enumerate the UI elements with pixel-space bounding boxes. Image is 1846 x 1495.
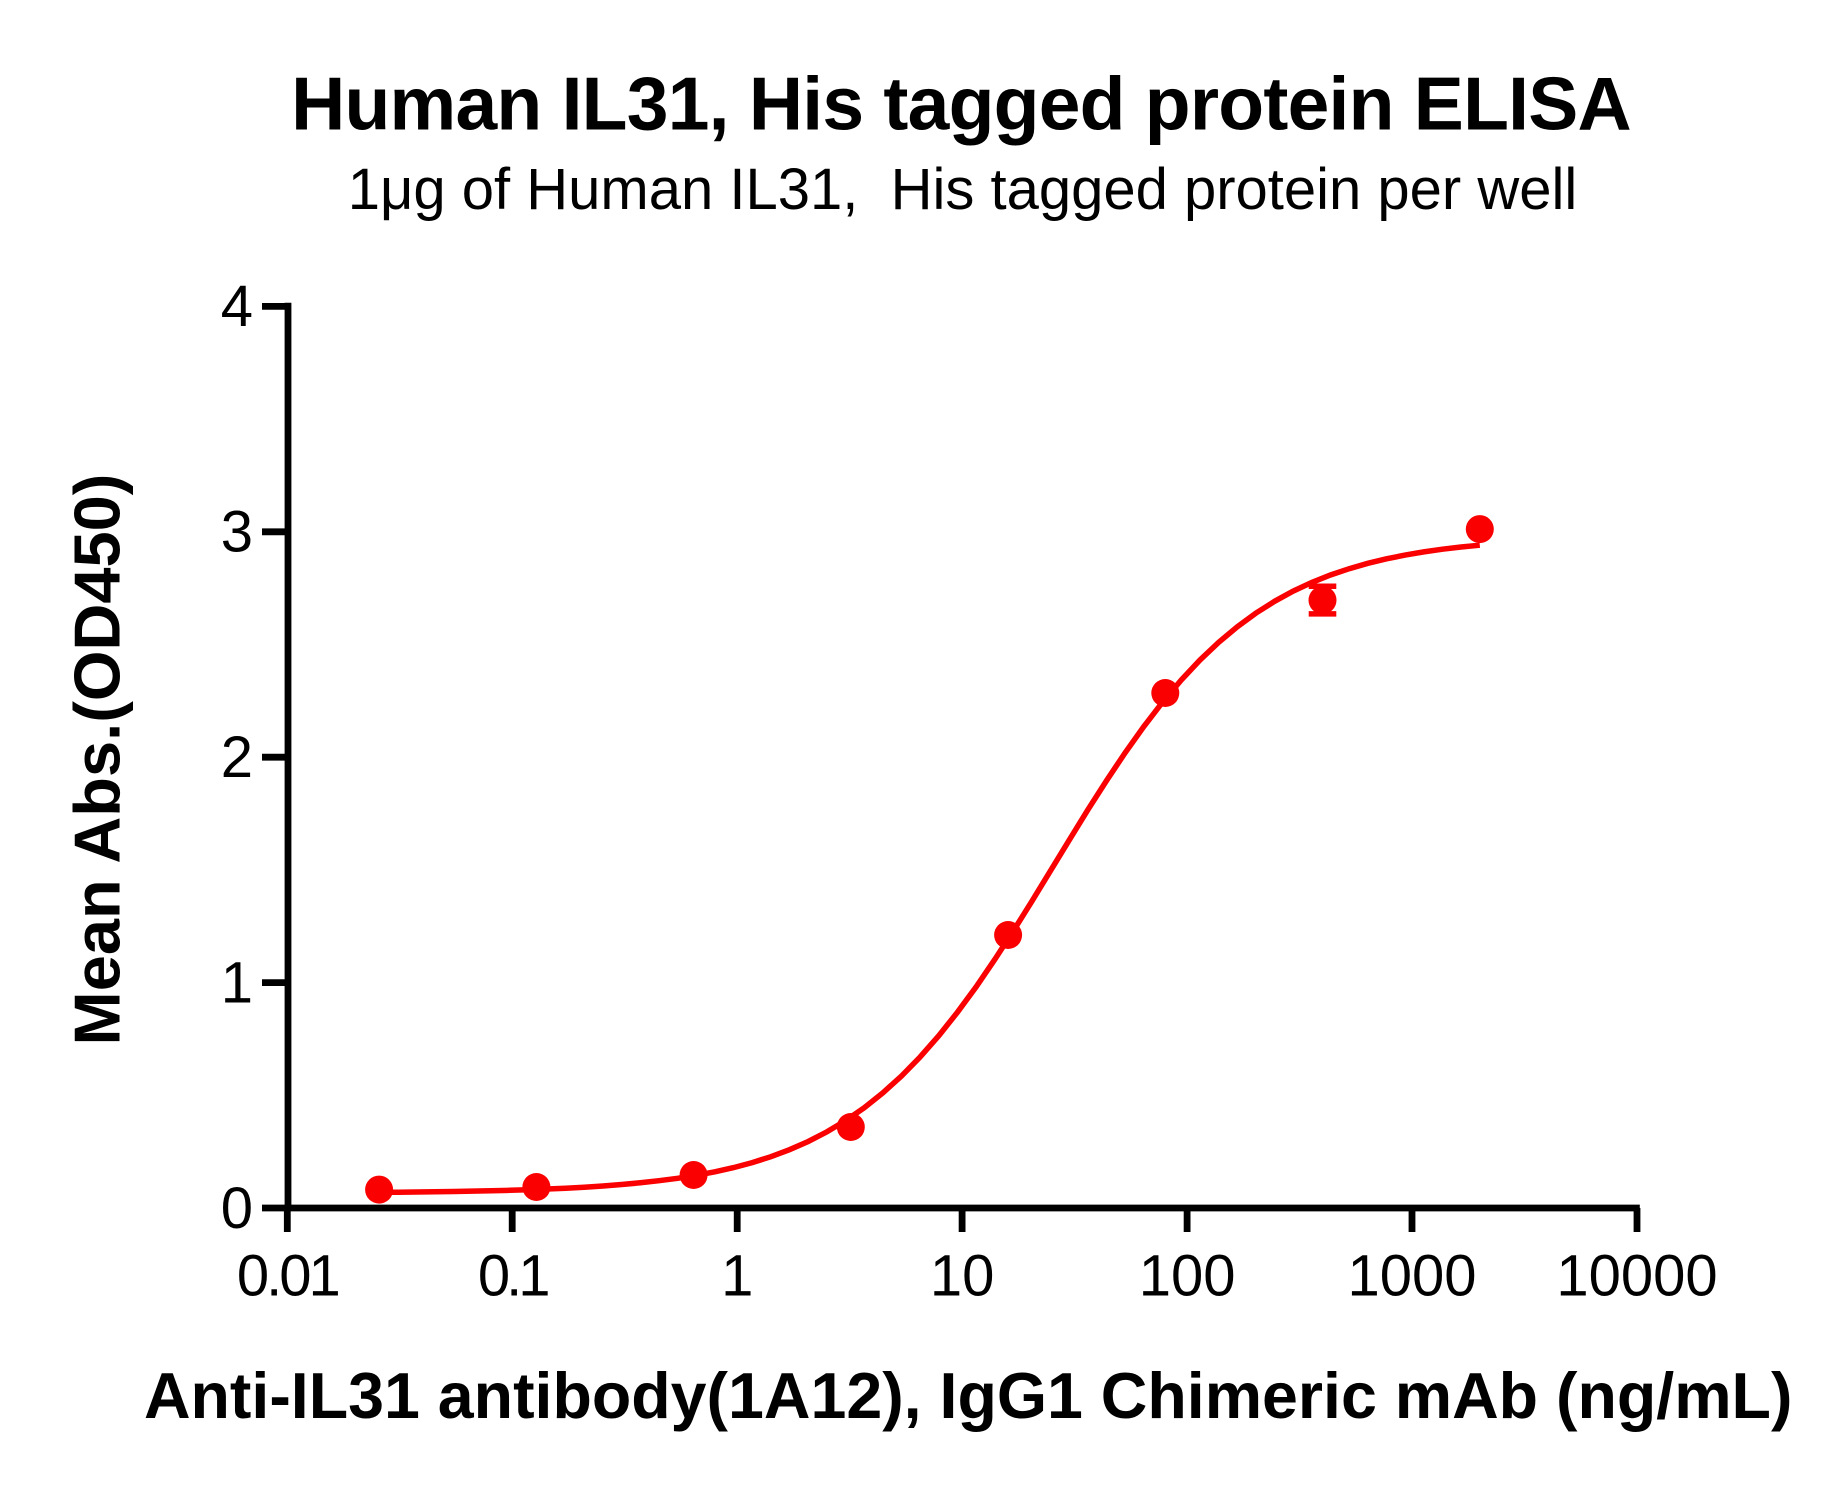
svg-text:1μg of Human IL31, His tagged: 1μg of Human IL31, His tagged protein pe… (348, 157, 1578, 222)
svg-text:0: 0 (221, 1176, 253, 1241)
svg-text:4: 4 (221, 274, 253, 339)
svg-text:1: 1 (721, 1244, 753, 1309)
svg-text:10: 10 (930, 1244, 995, 1309)
svg-text:2: 2 (221, 725, 253, 790)
svg-text:Anti-IL31 antibody(1A12), IgG1: Anti-IL31 antibody(1A12), IgG1 Chimeric … (144, 1360, 1792, 1432)
svg-text:1: 1 (221, 950, 253, 1015)
svg-text:0.1: 0.1 (478, 1244, 548, 1309)
svg-text:100: 100 (1139, 1244, 1236, 1309)
svg-text:10000: 10000 (1556, 1244, 1717, 1309)
svg-text:0.01: 0.01 (237, 1244, 339, 1309)
svg-text:Human IL31, His tagged protein: Human IL31, His tagged protein ELISA (291, 62, 1631, 146)
svg-text:3: 3 (221, 500, 253, 565)
svg-text:1000: 1000 (1347, 1244, 1476, 1309)
svg-text:Mean Abs.(OD450): Mean Abs.(OD450) (61, 474, 134, 1046)
